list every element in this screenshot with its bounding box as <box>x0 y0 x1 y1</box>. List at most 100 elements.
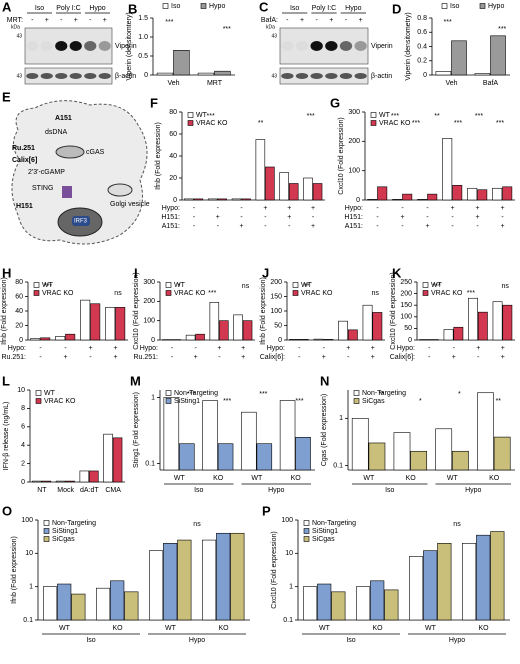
bar <box>476 534 491 621</box>
condition-sign: - <box>428 354 431 361</box>
y-tick-label: 100 <box>400 314 412 321</box>
band <box>40 41 53 51</box>
band <box>69 73 82 79</box>
legend-label: VRAC KO <box>42 290 74 297</box>
group-label: Hypo <box>189 637 205 644</box>
condition-sign: + <box>371 354 375 361</box>
y-tick-label: 60 <box>15 293 23 300</box>
x-tick-label: Veh <box>167 80 179 87</box>
treatment-label: MRT: <box>7 17 23 24</box>
bar <box>452 185 463 201</box>
legend-swatch <box>370 120 377 126</box>
significance: *** <box>207 113 215 120</box>
group-label: Iso <box>35 5 44 12</box>
band <box>295 73 309 79</box>
y-tick-label: 0 <box>173 197 177 204</box>
x-tick-label: KO <box>372 625 383 632</box>
legend-swatch <box>370 112 377 118</box>
condition-sign: - <box>171 354 174 361</box>
legend-label: Hypo <box>488 3 504 10</box>
bar <box>163 542 178 621</box>
bar <box>312 183 323 201</box>
condition-label: H151: <box>344 214 363 221</box>
bar <box>435 71 452 76</box>
panel-letter: L <box>2 373 10 388</box>
significance: *** <box>444 19 452 26</box>
legend-swatch <box>479 3 486 9</box>
significance: *** <box>496 120 504 127</box>
condition-sign: - <box>89 354 92 361</box>
bar <box>110 580 125 621</box>
condition-sign: - <box>426 205 429 212</box>
bar <box>493 436 511 471</box>
y-tick-label: 40 <box>15 308 23 315</box>
y-tick-label: 200 <box>143 298 155 305</box>
x-tick-label: WT <box>363 475 375 482</box>
condition-sign: + <box>400 214 404 221</box>
sign: + <box>300 17 304 24</box>
legend-label: Non-Targeting <box>52 520 96 527</box>
bar <box>372 312 383 341</box>
sign: - <box>31 17 34 24</box>
y-axis-label: Ifnb (Fold expression) <box>1 277 8 345</box>
condition-sign: - <box>171 345 174 352</box>
bar <box>207 198 218 201</box>
cgas-shape <box>55 145 85 159</box>
bar <box>71 593 86 621</box>
legend-label: VRAC KO <box>301 290 333 297</box>
condition-sign: - <box>193 214 196 221</box>
group-label: Poly I:C <box>312 5 337 12</box>
condition-sign: + <box>287 214 291 221</box>
group-label: Hypo <box>449 637 465 644</box>
significance: *** <box>223 26 231 33</box>
condition-sign: - <box>39 354 42 361</box>
blot-strip <box>279 67 369 85</box>
y-tick-label: 200 <box>400 290 412 297</box>
bar <box>410 450 428 471</box>
condition-label: Hypo: <box>8 345 26 352</box>
bar <box>242 320 253 341</box>
legend-swatch <box>165 282 172 288</box>
bar <box>443 329 454 341</box>
legend-label: Non-Targeting <box>362 390 406 397</box>
condition-sign: + <box>311 223 315 230</box>
y-tick-label: 20 <box>169 175 177 182</box>
significance: *** <box>187 391 195 398</box>
band <box>26 73 39 79</box>
y-axis-label: Cxcl10 (Fold expression) <box>133 272 140 349</box>
bar <box>230 532 245 621</box>
significance: * <box>458 391 461 398</box>
bar <box>453 326 464 341</box>
condition-sign: - <box>376 214 379 221</box>
bar <box>195 333 205 341</box>
bar <box>115 307 126 341</box>
bar <box>302 586 318 621</box>
significance: *** <box>295 398 303 405</box>
condition-sign: + <box>263 205 267 212</box>
label: Golgi vesicle <box>110 201 150 208</box>
panel-letter: I <box>134 265 138 280</box>
condition-sign: + <box>501 354 505 361</box>
band <box>295 41 309 51</box>
legend-label: WT <box>174 282 186 289</box>
legend-label: WT <box>196 112 208 119</box>
significance: *** <box>433 283 441 290</box>
bar <box>241 411 257 471</box>
x-tick-label: Veh <box>445 80 457 87</box>
bar <box>317 583 332 621</box>
condition-sign: - <box>39 345 42 352</box>
significance: ** <box>496 398 502 405</box>
group-label: Iso <box>385 487 394 494</box>
significance: *** <box>208 290 216 297</box>
y-tick-label: 100 <box>270 308 282 315</box>
bar <box>289 339 299 341</box>
vesicle <box>107 183 133 197</box>
bar <box>255 139 266 201</box>
sign: + <box>103 17 107 24</box>
condition-sign: - <box>376 223 379 230</box>
y-tick-label: 40 <box>169 153 177 160</box>
y-tick-label: 1 <box>289 584 293 591</box>
group-label: Hypo <box>89 5 105 12</box>
panel-letter: F <box>150 95 158 110</box>
x-tick-label: NT <box>37 487 47 494</box>
